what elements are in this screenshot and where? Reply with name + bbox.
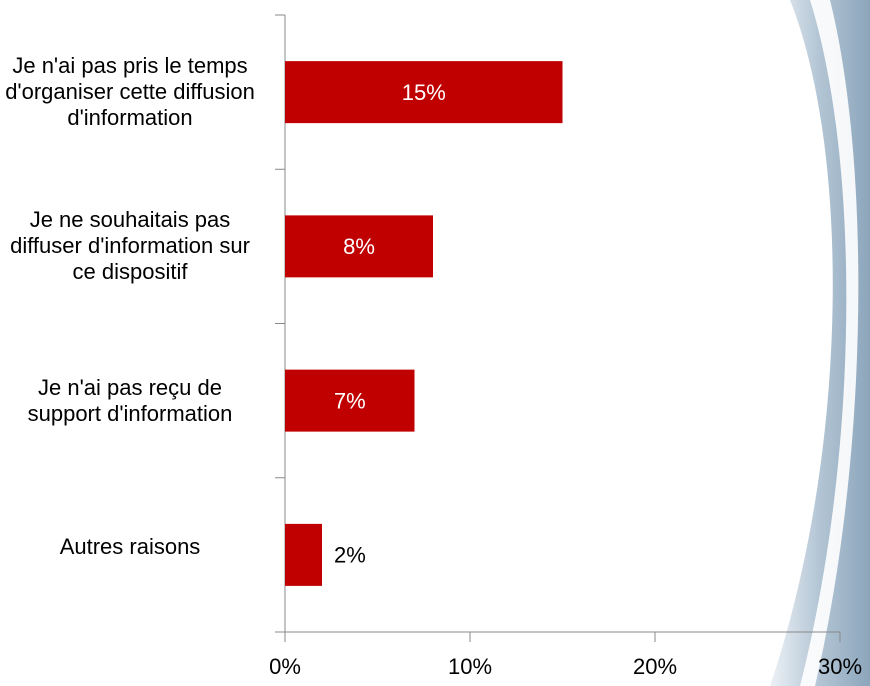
y-tick-label: Je n'ai pas reçu de support d'informatio… [27, 374, 233, 426]
x-tick-label: 30% [818, 654, 862, 679]
y-tick-label: Je ne souhaitais pas diffuser d'informat… [10, 207, 250, 285]
bar [285, 215, 433, 278]
value-label: 8% [343, 234, 375, 259]
x-tick-label: 0% [269, 654, 301, 679]
bar [285, 61, 563, 124]
y-tick-label: Je n'ai pas pris le temps d'organiser ce… [5, 53, 255, 131]
y-tick-label: Autres raisons [59, 533, 201, 559]
value-label: 2% [334, 543, 366, 568]
x-tick-label: 20% [633, 654, 677, 679]
decoration [800, 0, 859, 686]
value-label: 7% [334, 388, 366, 413]
value-label: 15% [402, 80, 446, 105]
bar [285, 523, 322, 586]
x-tick-label: 10% [448, 654, 492, 679]
bar [285, 369, 415, 432]
